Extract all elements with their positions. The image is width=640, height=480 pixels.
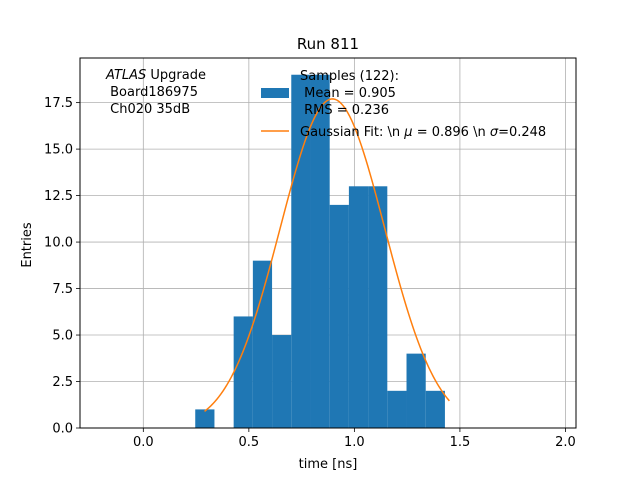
y-tick-label: 12.5 [44,189,73,204]
histogram-bar [406,353,426,428]
fit-curve [204,98,450,412]
histogram-bars [195,74,445,428]
legend-samples-line-2: Mean = 0.905 [300,86,396,101]
x-tick-label: 0.0 [133,435,154,450]
y-tick-label: 0.0 [52,422,73,437]
histogram-bar [233,316,253,428]
legend-samples-line-3: RMS = 0.236 [300,103,389,118]
x-tick-label: 1.0 [344,435,365,450]
histogram-bar [368,186,388,428]
histogram-bar [272,335,292,428]
y-axis-ticks: 0.0 2.5 5.0 7.5 10.0 12.5 15.0 17.5 [44,96,80,437]
histogram-bar [195,409,215,428]
legend: Samples (122): Mean = 0.905 RMS = 0.236 … [261,69,546,140]
legend-samples-line-1: Samples (122): [300,69,399,84]
legend-fit-label: Gaussian Fit: \n μ = 0.896 \n σ=0.248 [300,125,546,140]
x-tick-label: 0.5 [239,435,260,450]
y-tick-label: 2.5 [52,375,73,390]
histogram-bar [329,204,349,428]
plot-frame [79,57,577,429]
histogram-bar [425,390,445,428]
y-tick-label: 7.5 [52,282,73,297]
x-axis-ticks: 0.0 0.5 1.0 1.5 2.0 [133,428,576,450]
y-tick-label: 17.5 [44,96,73,111]
y-tick-label: 5.0 [52,329,73,344]
x-tick-label: 2.0 [555,435,576,450]
histogram-bar [310,74,330,428]
atlas-annotation: ATLAS Upgrade Board186975 Ch020 35dB [105,68,206,117]
x-tick-label: 1.5 [450,435,471,450]
gaussian-fit [204,98,450,412]
legend-patch-samples [261,88,289,98]
histogram-bar [252,260,273,428]
histogram-bar [387,390,407,428]
y-axis-label: Entries [20,222,35,268]
annotation-line-2: Board186975 [106,85,198,100]
histogram-bar [291,74,311,428]
annotation-line-1: ATLAS Upgrade [105,68,206,83]
histogram-bar [348,186,369,428]
y-tick-label: 10.0 [44,236,73,251]
chart-title: Run 811 [297,35,359,53]
annotation-line-3: Ch020 35dB [106,102,190,117]
y-tick-label: 15.0 [44,143,73,158]
x-axis-label: time [ns] [299,457,358,472]
